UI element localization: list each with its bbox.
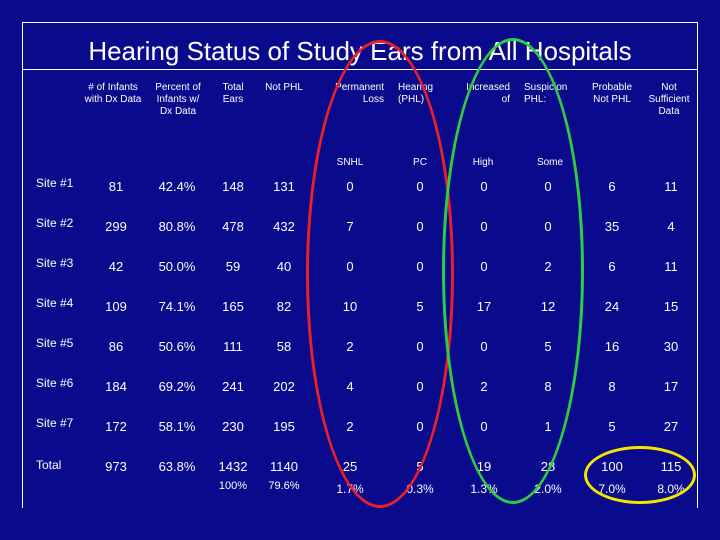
cell-probable-not-phl: 8 [608, 379, 616, 394]
cell-total-ears: 165 [222, 299, 244, 314]
cell-infants: 86 [108, 339, 124, 354]
row-label: Site #3 [36, 256, 74, 270]
total-total-ears: 1432 [218, 459, 248, 474]
cell-infants: 109 [105, 299, 127, 314]
cell-probable-not-phl: 35 [604, 219, 620, 234]
row-label: Site #2 [36, 216, 74, 230]
red-oval [306, 40, 454, 508]
cell-not-sufficient: 11 [664, 179, 678, 194]
cell-not-sufficient: 4 [667, 219, 675, 234]
cell-infants: 172 [105, 419, 127, 434]
total-pct-pc: 0.3% [406, 482, 434, 496]
cell-infants: 81 [108, 179, 124, 194]
total-pct-total-ears: 100% [218, 480, 248, 492]
table-frame [22, 70, 698, 508]
cell-probable-not-phl: 6 [608, 179, 616, 194]
total-not-phl: 1140 [270, 459, 298, 474]
cell-not-phl: 195 [273, 419, 295, 434]
cell-total-ears: 148 [222, 179, 244, 194]
cell-not-sufficient: 17 [663, 379, 679, 394]
cell-percent: 69.2% [158, 379, 196, 394]
cell-total-ears: 230 [222, 419, 244, 434]
row-label: Site #4 [36, 296, 74, 310]
header-probable-not-phl: Probable Not PHL [591, 82, 633, 105]
row-label: Site #6 [36, 376, 74, 390]
total-percent: 63.8% [158, 459, 196, 474]
cell-not-sufficient: 11 [664, 259, 678, 274]
cell-percent: 50.0% [158, 259, 196, 274]
header-not-phl: Not PHL [265, 82, 303, 93]
cell-probable-not-phl: 5 [608, 419, 616, 434]
cell-not-sufficient: 27 [663, 419, 679, 434]
cell-total-ears: 59 [225, 259, 241, 274]
yellow-oval [584, 446, 696, 504]
header-total-ears: Total Ears [222, 82, 244, 105]
cell-not-phl: 432 [273, 219, 295, 234]
cell-percent: 58.1% [158, 419, 196, 434]
cell-percent: 74.1% [158, 299, 196, 314]
cell-not-phl: 58 [276, 339, 292, 354]
cell-infants: 184 [105, 379, 127, 394]
row-label: Site #1 [36, 176, 74, 190]
header-infants: # of Infants with Dx Data [84, 82, 142, 105]
cell-not-phl: 131 [273, 179, 295, 194]
cell-total-ears: 478 [222, 219, 244, 234]
cell-probable-not-phl: 6 [608, 259, 616, 274]
total-label: Total [36, 458, 62, 472]
cell-not-phl: 40 [276, 259, 292, 274]
cell-not-sufficient: 30 [663, 339, 679, 354]
cell-infants: 42 [108, 259, 124, 274]
cell-percent: 80.8% [158, 219, 196, 234]
total-pct-some: 2.0% [534, 482, 562, 496]
cell-not-phl: 82 [276, 299, 292, 314]
row-label: Site #5 [36, 336, 74, 350]
cell-infants: 299 [105, 219, 127, 234]
green-oval [442, 38, 584, 504]
cell-probable-not-phl: 24 [604, 299, 620, 314]
cell-total-ears: 111 [223, 339, 243, 354]
total-infants: 973 [105, 459, 127, 474]
header-percent: Percent of Infants w/ Dx Data [155, 82, 201, 117]
cell-not-phl: 202 [273, 379, 295, 394]
cell-total-ears: 241 [222, 379, 244, 394]
cell-percent: 50.6% [158, 339, 196, 354]
row-label: Site #7 [36, 416, 74, 430]
cell-percent: 42.4% [158, 179, 196, 194]
cell-not-sufficient: 15 [663, 299, 679, 314]
cell-probable-not-phl: 16 [604, 339, 620, 354]
header-not-sufficient: Not Sufficient Data [648, 82, 690, 117]
total-pct-not-phl: 79.6% [268, 480, 300, 492]
